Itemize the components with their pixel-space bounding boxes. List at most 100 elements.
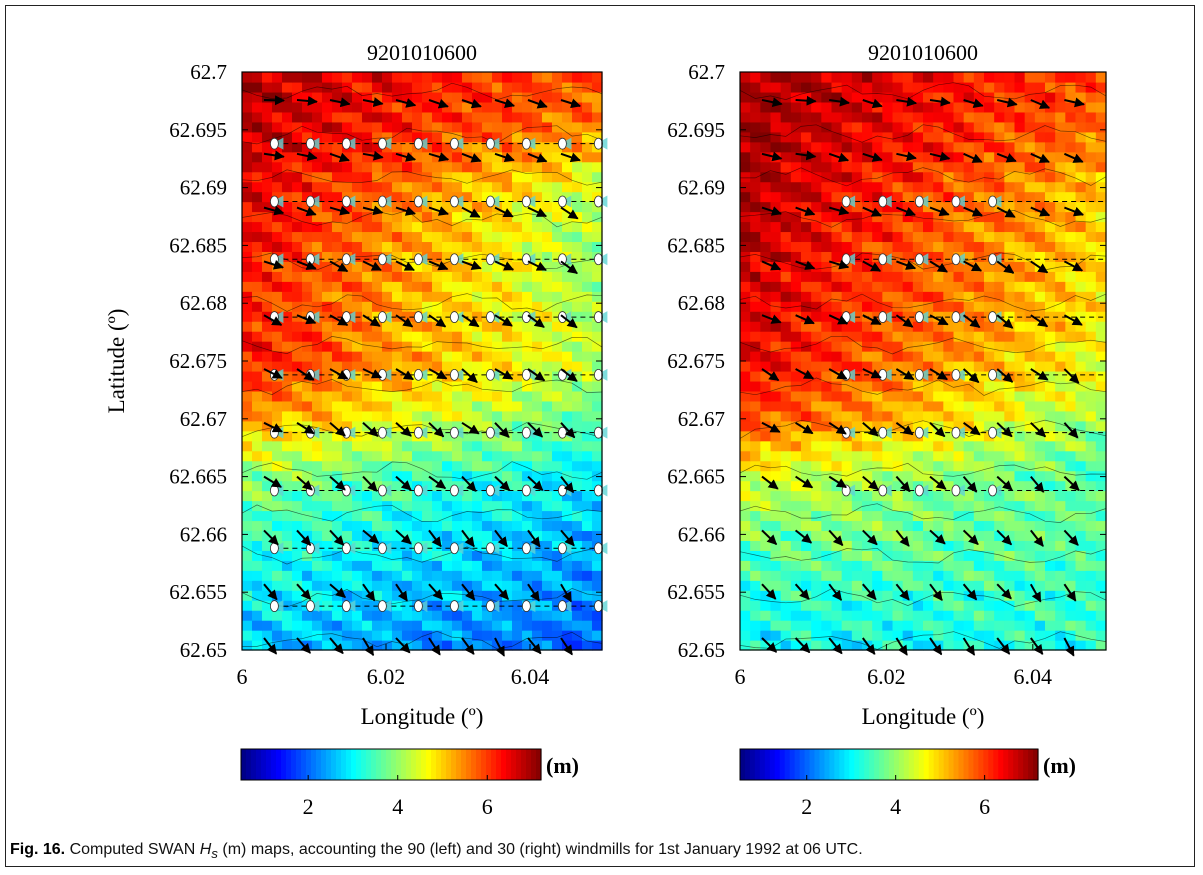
hs-cell: [582, 580, 593, 591]
hs-cell: [462, 121, 473, 133]
hs-cell: [780, 141, 792, 153]
hs-cell: [432, 141, 443, 153]
hs-cell: [790, 570, 802, 581]
hs-cell: [522, 161, 533, 173]
hs-cell: [532, 510, 543, 522]
hs-cell: [933, 211, 944, 223]
hs-cell: [392, 361, 403, 372]
hs-cell: [1045, 81, 1056, 93]
hs-cell: [252, 440, 263, 452]
hs-cell: [1045, 131, 1056, 143]
wind-arrow: [494, 368, 514, 380]
hs-cell: [512, 251, 523, 262]
colorbar-segment: [963, 749, 970, 780]
hs-cell: [502, 560, 513, 571]
hs-cell: [963, 261, 975, 272]
hs-cell: [1045, 580, 1056, 591]
hs-cell: [1075, 131, 1087, 143]
hs-cell: [770, 101, 782, 113]
hs-cell: [770, 351, 782, 362]
wind-arrow: [862, 98, 883, 109]
hs-cell: [252, 81, 263, 93]
hs-cell: [1085, 72, 1097, 83]
hs-cell: [402, 450, 413, 462]
hs-cell: [522, 211, 533, 223]
hs-cell: [862, 380, 873, 392]
hs-cell: [953, 291, 965, 302]
hs-cell: [282, 440, 293, 452]
hs-cell: [292, 181, 303, 193]
hs-cell: [342, 560, 353, 571]
colorbar-segment: [978, 749, 984, 780]
hs-cell: [442, 321, 453, 332]
hs-cell: [422, 550, 433, 561]
hs-cell: [462, 351, 473, 362]
hs-cell: [322, 570, 333, 581]
hs-cell: [933, 560, 944, 571]
hs-cell: [442, 351, 453, 362]
hs-cell: [412, 231, 423, 243]
hs-cell: [552, 291, 563, 302]
hs-cell: [262, 630, 273, 641]
hs-cell: [750, 440, 761, 452]
wind-arrow: [963, 152, 983, 163]
hs-cell: [760, 450, 772, 462]
hs-cell: [1024, 460, 1036, 472]
hs-cell: [1055, 420, 1066, 432]
hs-cell: [482, 271, 493, 282]
hs-cell: [851, 490, 863, 502]
wind-arrow: [395, 583, 408, 602]
hs-cell: [882, 520, 894, 532]
hs-cell: [933, 151, 944, 163]
hs-cell: [811, 620, 822, 631]
hs-cell: [923, 500, 934, 512]
hs-cell: [851, 610, 863, 621]
hs-cell: [562, 301, 573, 312]
hs-cell: [740, 480, 751, 492]
hs-cell: [342, 400, 353, 412]
hs-cell: [242, 151, 253, 163]
hs-cell: [332, 520, 343, 532]
hs-cell: [963, 171, 975, 183]
hs-cell: [892, 620, 904, 631]
hs-cell: [382, 470, 393, 482]
hs-cell: [1095, 161, 1107, 173]
hs-cell: [312, 640, 323, 651]
hs-cell: [963, 580, 975, 591]
hs-cell: [432, 460, 443, 472]
colorbar-segment: [266, 749, 272, 780]
hs-cell: [851, 530, 863, 541]
hs-cell: [790, 281, 802, 292]
hs-cell: [292, 440, 303, 452]
hs-cell: [462, 331, 473, 342]
contour-lines: [739, 82, 1107, 650]
hs-cell: [472, 271, 483, 282]
wind-arrow: [329, 475, 346, 491]
hs-cell: [1055, 520, 1066, 532]
hs-cell: [882, 101, 894, 113]
hs-cell: [582, 111, 593, 123]
hs-cell: [582, 500, 593, 512]
hs-cell: [841, 540, 853, 551]
hs-cell: [402, 560, 413, 571]
windmill: [413, 253, 423, 266]
hs-cell: [562, 271, 573, 282]
hs-cell: [312, 221, 323, 233]
hs-cell: [392, 490, 403, 502]
hs-cell: [984, 341, 995, 352]
hs-cell: [1004, 620, 1016, 631]
hs-cell: [332, 450, 343, 462]
hs-cell: [851, 341, 863, 352]
hs-cell: [760, 301, 772, 312]
hs-cell: [252, 380, 263, 392]
hs-cell: [482, 101, 493, 113]
windmill: [878, 484, 888, 497]
hs-cell: [1045, 470, 1056, 482]
hs-cell: [1095, 141, 1107, 153]
hs-cell: [292, 251, 303, 262]
hs-cell: [392, 191, 403, 203]
hs-cell: [801, 111, 812, 123]
hs-cell: [790, 540, 802, 551]
hs-cell: [492, 530, 503, 541]
hs-cell: [994, 111, 1005, 123]
